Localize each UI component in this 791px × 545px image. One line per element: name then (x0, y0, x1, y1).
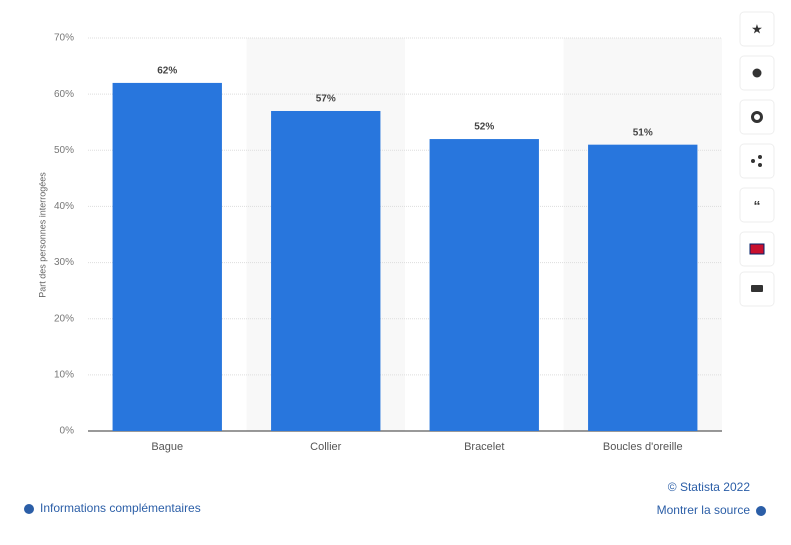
y-tick-label: 40% (54, 201, 74, 212)
favorite-button[interactable] (739, 11, 775, 47)
bar (112, 82, 222, 432)
y-tick-label: 70% (54, 33, 74, 44)
icon (751, 159, 755, 163)
x-tick-label: Bracelet (464, 441, 504, 453)
x-tick-label: Boucles d'oreille (603, 441, 683, 453)
icon (758, 155, 762, 159)
y-tick-label: 60% (54, 89, 74, 100)
bar (429, 139, 539, 432)
copyright: © Statista 2022 (668, 480, 751, 494)
y-tick-label: 50% (54, 145, 74, 156)
side-toolbar: ★ “ (739, 11, 775, 307)
y-tick-label: 10% (54, 369, 74, 380)
icon (751, 111, 763, 123)
icon: ★ (751, 21, 763, 36)
x-tick-label: Bague (151, 441, 183, 453)
y-tick-label: 30% (54, 257, 74, 268)
info-link[interactable]: Informations complémentaires (40, 501, 201, 515)
icon (749, 243, 765, 255)
share-button[interactable] (739, 143, 775, 179)
cite-button[interactable] (739, 187, 775, 223)
icon: “ (754, 198, 761, 214)
value-label: 51% (633, 127, 653, 138)
settings-button[interactable] (739, 99, 775, 135)
value-label: 57% (316, 94, 336, 105)
bar (588, 144, 698, 431)
x-tick-label: Collier (310, 441, 342, 453)
icon (752, 68, 762, 78)
y-tick-label: 0% (60, 426, 75, 437)
icon (758, 163, 762, 167)
source-link[interactable]: Montrer la source (657, 503, 751, 517)
info-icon (756, 506, 766, 516)
y-axis-title: Part des personnes interrogées (37, 172, 47, 298)
value-label: 62% (157, 66, 177, 77)
bar (271, 110, 381, 431)
info-icon (24, 504, 34, 514)
y-tick-label: 20% (54, 313, 74, 324)
icon (751, 285, 763, 292)
value-label: 52% (474, 122, 494, 133)
